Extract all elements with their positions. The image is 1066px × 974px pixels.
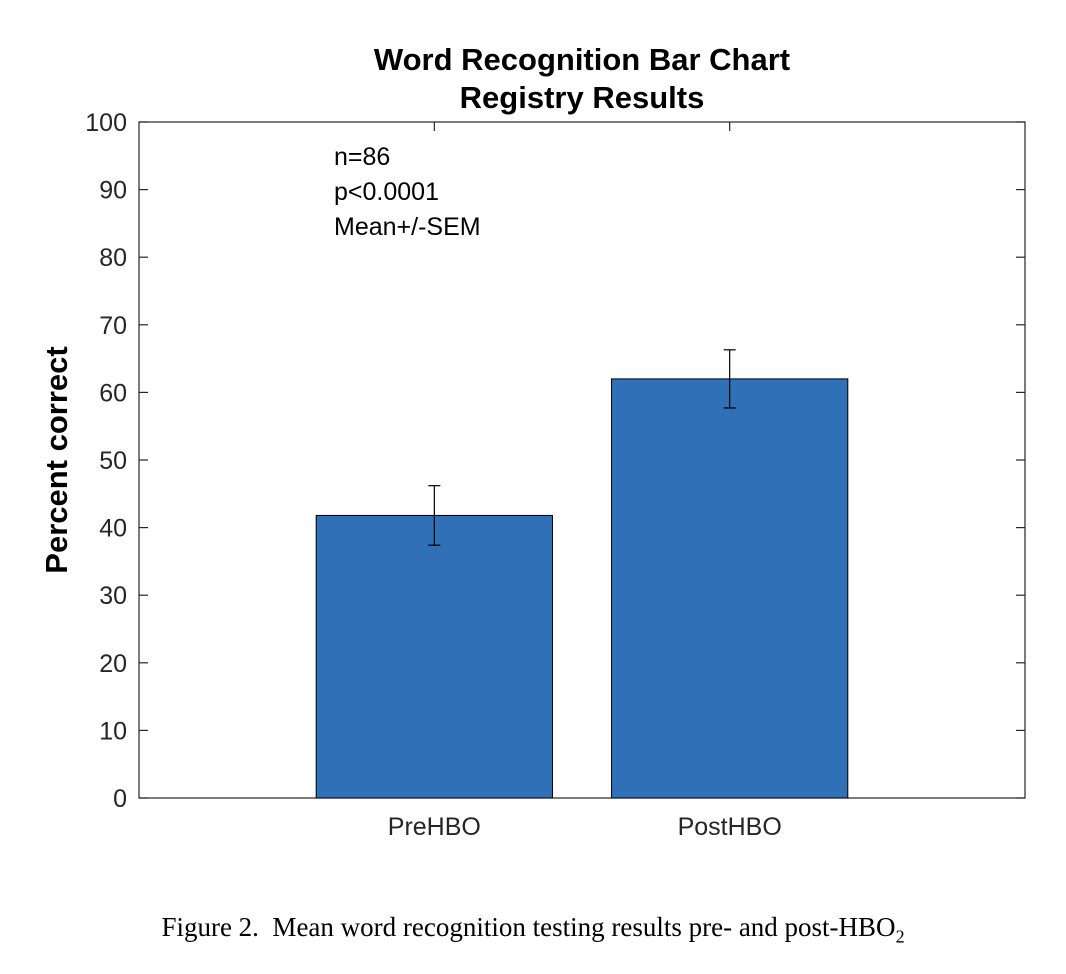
y-tick-label: 100 [85,109,127,137]
chart-subtitle: Registry Results [460,80,705,115]
annotation-n: n=86 [334,143,390,171]
y-tick-label: 30 [99,582,127,610]
figure-caption-text: Figure 2. Mean word recognition testing … [161,912,896,942]
y-tick-label: 60 [99,379,127,407]
figure-caption: Figure 2. Mean word recognition testing … [0,912,1066,947]
chart-title: Word Recognition Bar Chart [374,42,790,77]
bar-prehbo [315,514,553,799]
y-tick-label: 0 [113,785,127,813]
y-tick-label: 50 [99,447,127,475]
y-axis-label: Percent correct [39,346,74,573]
y-tick-label: 10 [99,717,127,745]
x-tick-label-posthbo: PostHBO [678,813,782,841]
plot-area [138,121,1026,799]
y-tick-label: 70 [99,312,127,340]
bar-chart: 0 10 20 30 40 50 60 70 80 90 100 PreHBO PostHBO Word … [39,42,1026,841]
figure-caption-subscript: 2 [895,926,905,947]
y-tick-label: 80 [99,244,127,272]
annotation-stat: Mean+/-SEM [334,213,481,241]
y-tick-label: 90 [99,177,127,205]
bar-posthbo [611,378,849,799]
y-tick-label: 40 [99,515,127,543]
y-tick-label: 20 [99,650,127,678]
chart: 0 10 20 30 40 50 60 70 80 90 100 PreHBO PostHBO Word … [39,42,1026,841]
annotation-p-value: p<0.0001 [334,178,439,206]
x-tick-label-prehbo: PreHBO [388,813,481,841]
